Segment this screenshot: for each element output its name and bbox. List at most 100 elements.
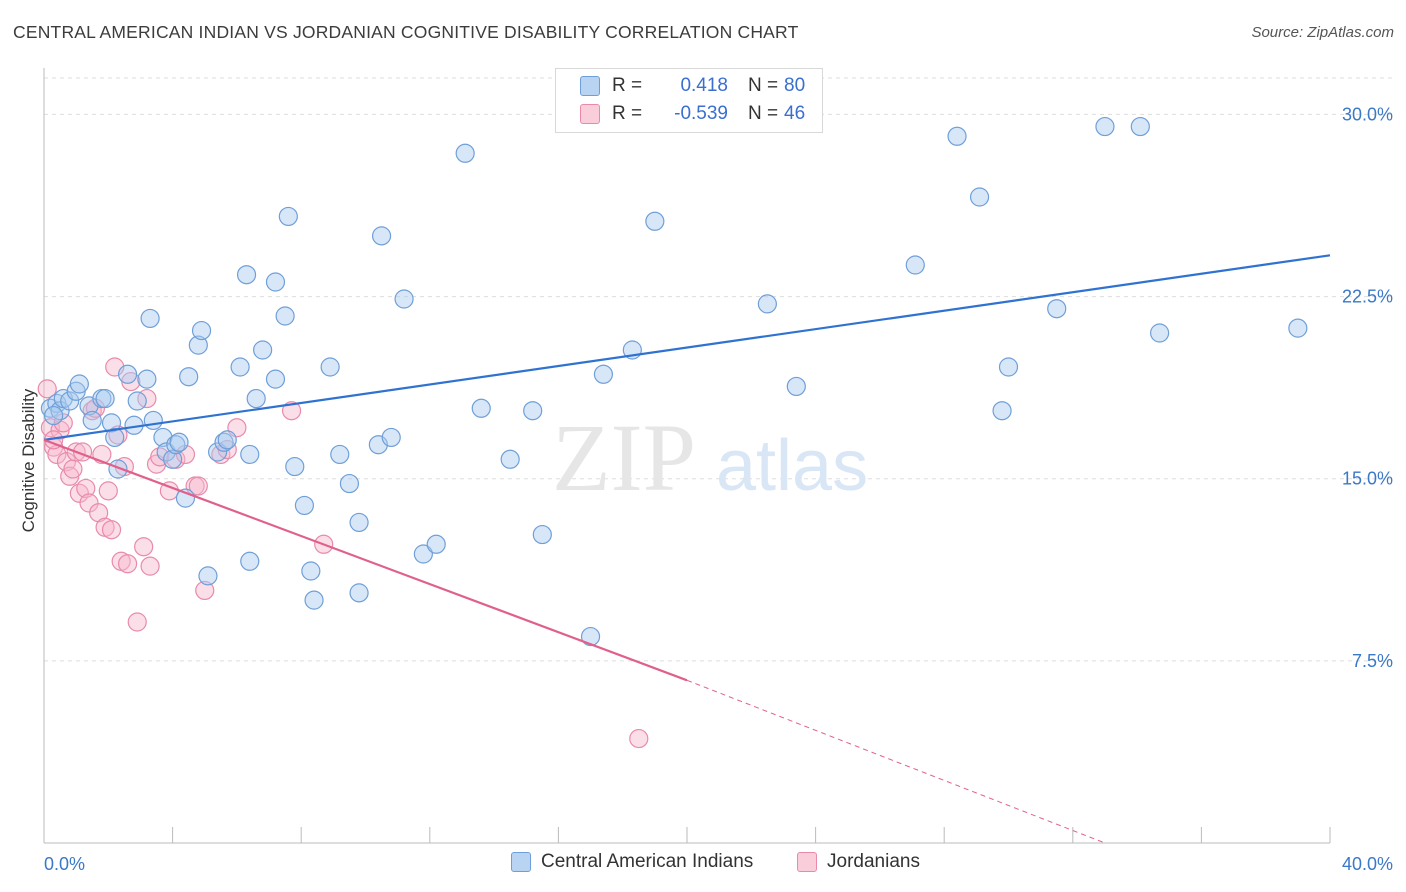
central-american-point [593,364,614,384]
legend-item-central-american-indians: Central American Indians [511,851,753,873]
central-american-point [265,272,286,292]
series-legend: Central American Indians Jordanians [0,851,1406,877]
central-american-point [265,369,286,389]
central-american-point [137,369,157,389]
y-axis-label: Cognitive Disability [19,388,38,532]
y-tick-label: 22.5% [1342,287,1393,307]
watermark-zip: ZIP [552,404,696,511]
central-american-point [108,459,128,479]
central-american-point [275,306,295,326]
central-american-point [645,211,665,231]
jordanian-point [53,413,73,433]
central-american-point [947,126,967,146]
central-american-point [1150,323,1170,343]
central-american-point [455,143,475,163]
central-american-point [471,398,491,418]
central-american-point [1047,299,1067,319]
axes [43,68,1331,844]
central-american-point [349,583,369,603]
jordanian-point [281,401,302,421]
central-american-point [117,364,138,384]
central-american-point [69,374,89,394]
watermark-atlas: atlas [716,426,868,506]
central-american-point [1130,116,1150,137]
central-american-point [156,442,176,462]
central-american-point [169,432,189,452]
jordanian-point [117,554,138,574]
n-label: N = [748,75,779,96]
central-american-point [757,294,777,314]
central-american-point [179,367,199,387]
jordanian-point [195,580,215,601]
blue-trend-line [43,254,1331,441]
x-tick-label: 40.0% [1342,854,1393,874]
jordanian-point [56,452,77,472]
correlation-legend: R = 0.418 N = 80 R = -0.539 N = 46 [555,68,823,133]
jordanian-point [629,728,649,749]
n-value: 46 [784,103,806,124]
blue-swatch [511,852,531,872]
r-value: -0.539 [674,103,728,124]
central-american-point [240,551,260,571]
central-american-point [301,561,321,581]
central-american-point [1288,318,1308,338]
r-label: R = [612,75,643,96]
central-american-indians-points [40,116,1308,647]
central-american-point [236,265,257,285]
central-american-point [992,401,1012,421]
central-american-point [523,401,543,421]
central-american-point [188,335,208,355]
jordanian-point [140,556,160,576]
legend-label: Central American Indians [541,851,754,872]
jordanian-point [63,459,83,479]
central-american-point [82,410,102,431]
jordanian-point [76,478,96,499]
pink-trend-extension [686,679,1106,844]
n-label: N = [748,103,779,124]
central-american-point [166,435,186,455]
central-american-point [349,512,369,533]
central-american-point [214,432,234,452]
central-american-point [127,391,147,411]
central-american-point [198,566,218,586]
central-american-point [394,289,414,309]
central-american-point [304,590,324,610]
central-american-point [786,376,806,397]
jordanian-point [188,476,208,496]
legend-row-jordanian: R = -0.539 N = 46 [556,101,805,127]
blue-swatch [580,76,600,96]
central-american-point [105,427,125,448]
legend-item-jordanians: Jordanians [797,851,920,873]
central-american-point [413,544,433,564]
r-value: 0.418 [680,75,728,96]
central-american-point [101,413,122,433]
pink-trend-line [43,438,688,682]
central-american-point [381,427,401,448]
central-american-point [532,524,552,545]
central-american-point [60,391,80,411]
central-american-point [246,388,266,409]
jordanian-point [127,612,147,632]
central-american-point [44,405,64,426]
central-american-point [217,430,237,450]
jordanian-point [134,537,154,557]
n-value: 80 [784,75,806,96]
central-american-point [339,473,360,494]
axis-labels: 7.5% 15.0% 22.5% 30.0% 0.0% 40.0% Cognitive Di… [19,104,1393,874]
x-tick-label: 0.0% [44,854,85,874]
central-american-point [1095,116,1115,137]
pink-swatch [580,104,600,124]
central-american-point [253,340,273,360]
central-american-point [905,255,925,275]
r-label: R = [612,103,643,124]
central-american-point [285,456,305,477]
jordanian-point [37,379,57,399]
central-american-point [240,444,260,465]
central-american-point [294,495,315,516]
central-american-point [230,357,250,377]
central-american-point [191,320,212,341]
jordanian-point [175,444,196,465]
central-american-point [140,308,160,329]
